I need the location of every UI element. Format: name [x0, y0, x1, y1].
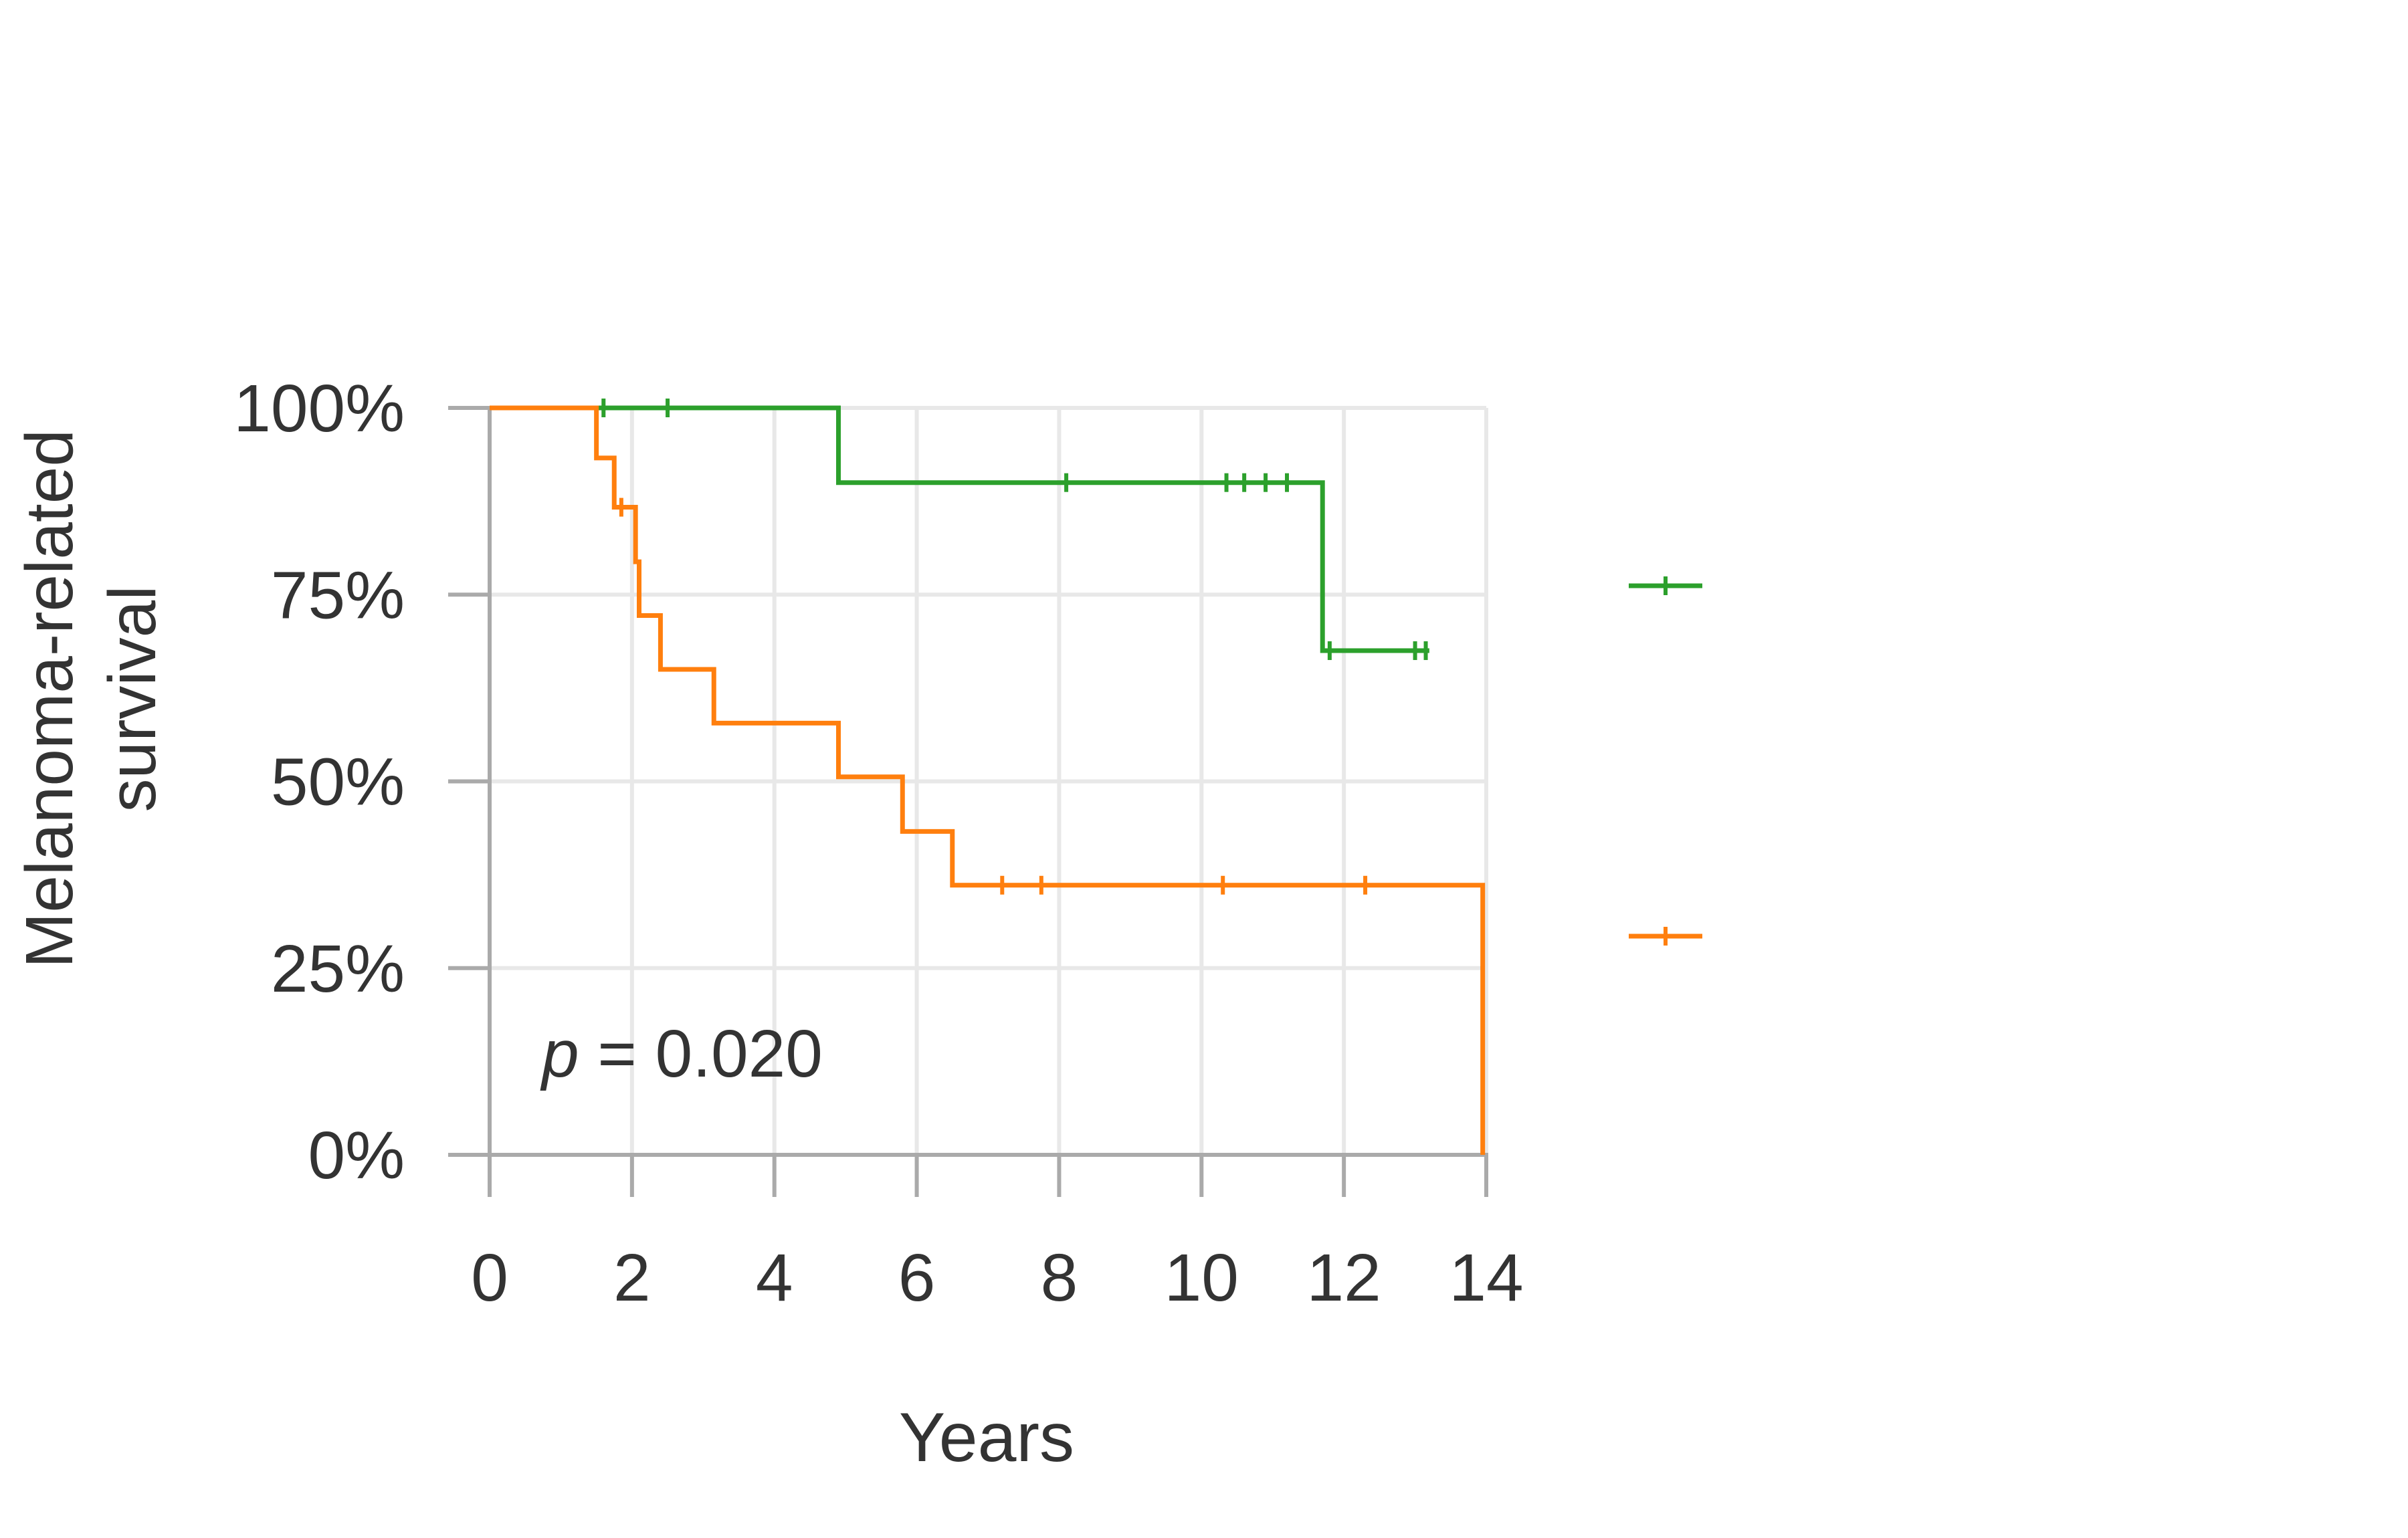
- y-tick-label: 0%: [308, 1118, 405, 1193]
- p-value-text: = 0.020: [579, 1016, 823, 1091]
- x-tick-label: 10: [1165, 1240, 1239, 1315]
- x-tick-label: 14: [1449, 1240, 1523, 1315]
- y-tick-label: 75%: [271, 558, 405, 633]
- y-tick-label: 25%: [271, 931, 405, 1006]
- axes: [448, 406, 1488, 1197]
- y-axis-title: Melanoma-related survival: [12, 429, 170, 968]
- p-value-annotation: p = 0.020: [540, 1016, 823, 1091]
- x-tick-label: 4: [756, 1240, 793, 1315]
- grid-lines: [488, 406, 1488, 1157]
- survival-curve-1: [490, 405, 1429, 653]
- series-curves: [490, 399, 1486, 1155]
- x-axis-title: Years: [899, 1399, 1074, 1476]
- survival-curve-2: [490, 405, 1486, 1155]
- y-tick-label: 100%: [233, 371, 405, 446]
- x-tick-label: 8: [1041, 1240, 1078, 1315]
- x-tick-label: 2: [613, 1240, 651, 1315]
- tick-labels: 0 2 4 6 8 10 12 14 0% 25% 50% 75% 100%: [233, 371, 1523, 1315]
- legend: [1629, 576, 1702, 946]
- p-value-italic: p: [540, 1016, 579, 1091]
- x-tick-label: 0: [471, 1240, 508, 1315]
- y-tick-label: 50%: [271, 745, 405, 820]
- x-tick-label: 6: [898, 1240, 936, 1315]
- x-tick-label: 12: [1307, 1240, 1381, 1315]
- y-axis-title-line-2: survival: [95, 586, 170, 812]
- y-axis-title-line-1: Melanoma-related: [12, 429, 87, 968]
